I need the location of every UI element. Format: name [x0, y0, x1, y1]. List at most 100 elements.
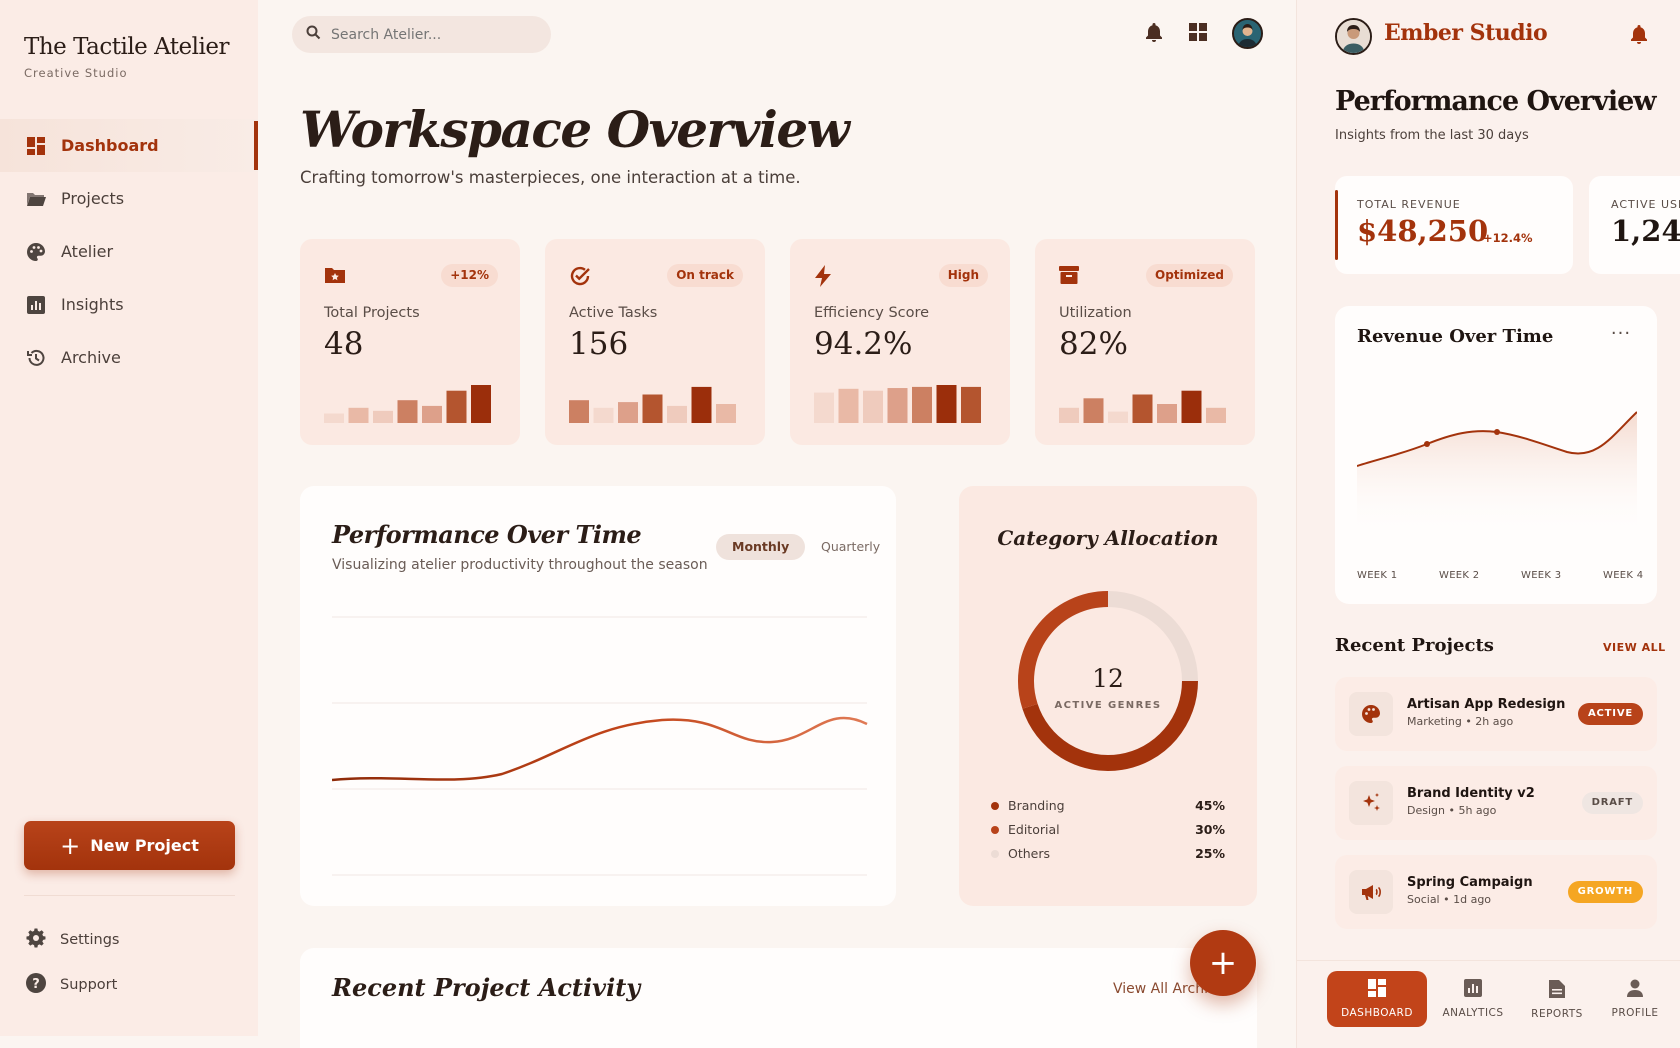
bottom-nav-analytics[interactable]: ANALYTICS	[1423, 971, 1523, 1027]
performance-series-line	[332, 716, 868, 782]
palette-icon	[26, 242, 46, 262]
stat-sparkbars	[1059, 390, 1226, 423]
spark-bar	[324, 413, 344, 423]
legend-item: Others 25%	[991, 846, 1225, 861]
sidebar-item-label: Dashboard	[61, 136, 159, 155]
bottom-nav-reports[interactable]: REPORTS	[1507, 971, 1607, 1027]
week-label: WEEK 1	[1357, 570, 1398, 581]
toggle-quarterly[interactable]: Quarterly	[805, 534, 896, 560]
palette-icon	[1349, 692, 1393, 736]
stat-card-active-tasks: On track Active Tasks 156	[545, 239, 765, 445]
project-meta: Marketing • 2h ago	[1407, 715, 1514, 728]
project-meta: Social • 1d ago	[1407, 893, 1492, 906]
legend-pct: 30%	[1195, 822, 1225, 837]
more-options-icon[interactable]: ···	[1610, 323, 1632, 344]
spark-bar	[446, 390, 467, 423]
kpi-value: $48,250	[1357, 214, 1489, 248]
dashboard-icon	[1368, 979, 1386, 1001]
toggle-monthly[interactable]: Monthly	[716, 534, 806, 560]
new-project-button[interactable]: + New Project	[24, 821, 235, 870]
view-all-archive-link[interactable]: View All Archive	[1113, 981, 1223, 997]
add-floating-button[interactable]: +	[1190, 930, 1256, 996]
sidebar-item-label: Archive	[61, 348, 121, 367]
history-icon	[26, 348, 46, 368]
revenue-title: Revenue Over Time	[1357, 326, 1554, 347]
sidebar-item-archive[interactable]: Archive	[0, 331, 258, 384]
spark-bar	[642, 394, 663, 423]
week-label: WEEK 4	[1603, 570, 1644, 581]
bottom-nav-label: REPORTS	[1531, 1007, 1583, 1020]
bottom-nav-label: ANALYTICS	[1442, 1007, 1504, 1019]
stat-value: 94.2%	[814, 326, 913, 362]
view-all-link[interactable]: VIEW ALL	[1603, 641, 1666, 654]
stat-card-efficiency: High Efficiency Score 94.2%	[790, 239, 1010, 445]
mobile-title: Performance Overview	[1335, 86, 1657, 117]
project-meta: Design • 5h ago	[1407, 804, 1497, 817]
spark-bar	[1206, 407, 1226, 423]
chart-icon	[26, 295, 46, 315]
apps-grid-icon[interactable]	[1186, 20, 1210, 44]
spark-bar	[716, 404, 736, 423]
spark-bar	[593, 407, 614, 423]
spark-bar	[1157, 404, 1177, 423]
project-status-badge: ACTIVE	[1578, 703, 1643, 725]
legend-item: Branding 45%	[991, 798, 1225, 813]
spark-bar	[912, 386, 932, 423]
mobile-avatar[interactable]	[1335, 18, 1372, 55]
project-name: Artisan App Redesign	[1407, 697, 1566, 712]
new-project-label: New Project	[90, 836, 199, 855]
settings-link[interactable]: Settings	[26, 928, 119, 952]
support-link[interactable]: ? Support	[26, 973, 117, 997]
mobile-bell-icon[interactable]	[1630, 24, 1650, 44]
donut-segment-branding	[1022, 680, 1198, 771]
sidebar-item-label: Projects	[61, 189, 125, 208]
notification-bell-icon[interactable]	[1142, 20, 1166, 44]
performance-card: Performance Over Time Visualizing atelie…	[300, 486, 896, 906]
sidebar-item-insights[interactable]: Insights	[0, 278, 258, 331]
check-circle-icon	[569, 265, 591, 287]
sidebar-divider	[24, 895, 235, 896]
donut-center-value: 12	[1092, 664, 1124, 693]
sidebar: The Tactile Atelier Creative Studio Dash…	[0, 0, 258, 1036]
folder-icon	[26, 189, 46, 209]
performance-title: Performance Over Time	[332, 520, 642, 549]
stat-badge: +12%	[441, 264, 498, 287]
bottom-nav-dashboard[interactable]: DASHBOARD	[1327, 971, 1427, 1027]
mobile-preview-panel: Ember Studio Performance Overview Insigh…	[1296, 0, 1680, 1048]
sidebar-item-atelier[interactable]: Atelier	[0, 225, 258, 278]
search-icon	[306, 25, 321, 44]
spark-bar	[1181, 390, 1202, 423]
bottom-nav-label: PROFILE	[1611, 1007, 1659, 1019]
revenue-line-chart	[1357, 411, 1637, 536]
stat-card-utilization: Optimized Utilization 82%	[1035, 239, 1255, 445]
stat-label: Active Tasks	[569, 305, 658, 321]
sidebar-item-label: Insights	[61, 295, 124, 314]
bottom-nav-profile[interactable]: PROFILE	[1585, 971, 1680, 1027]
help-icon: ?	[26, 973, 46, 997]
sidebar-item-dashboard[interactable]: Dashboard	[0, 119, 258, 172]
spark-bar	[1108, 411, 1128, 423]
stat-sparkbars	[814, 385, 981, 423]
stat-label: Efficiency Score	[814, 305, 930, 321]
mobile-bottom-nav: DASHBOARD ANALYTICS REPORTS PROFILE	[1297, 960, 1680, 1048]
spark-bar	[667, 405, 687, 423]
spark-bar	[887, 388, 908, 423]
category-title: Category Allocation	[997, 526, 1219, 550]
user-avatar[interactable]	[1232, 18, 1263, 49]
category-card: Category Allocation 12 ACTIVE GENRES Bra…	[959, 486, 1257, 906]
project-item[interactable]: Artisan App Redesign Marketing • 2h ago …	[1335, 677, 1657, 751]
kpi-active-users: ACTIVE USERS 1,240	[1589, 176, 1680, 274]
settings-label: Settings	[60, 932, 120, 948]
project-item[interactable]: Brand Identity v2 Design • 5h ago DRAFT	[1335, 766, 1657, 840]
project-name: Spring Campaign	[1407, 875, 1533, 890]
spark-bar	[348, 407, 369, 423]
megaphone-icon	[1349, 870, 1393, 914]
page-title: Workspace Overview	[300, 100, 850, 159]
spark-bar	[814, 392, 834, 423]
project-item[interactable]: Spring Campaign Social • 1d ago GROWTH	[1335, 855, 1657, 929]
search-input[interactable]	[331, 26, 531, 43]
person-icon	[1627, 979, 1643, 1001]
sidebar-item-projects[interactable]: Projects	[0, 172, 258, 225]
search-bar[interactable]	[292, 16, 551, 53]
legend-name: Branding	[1008, 798, 1065, 813]
